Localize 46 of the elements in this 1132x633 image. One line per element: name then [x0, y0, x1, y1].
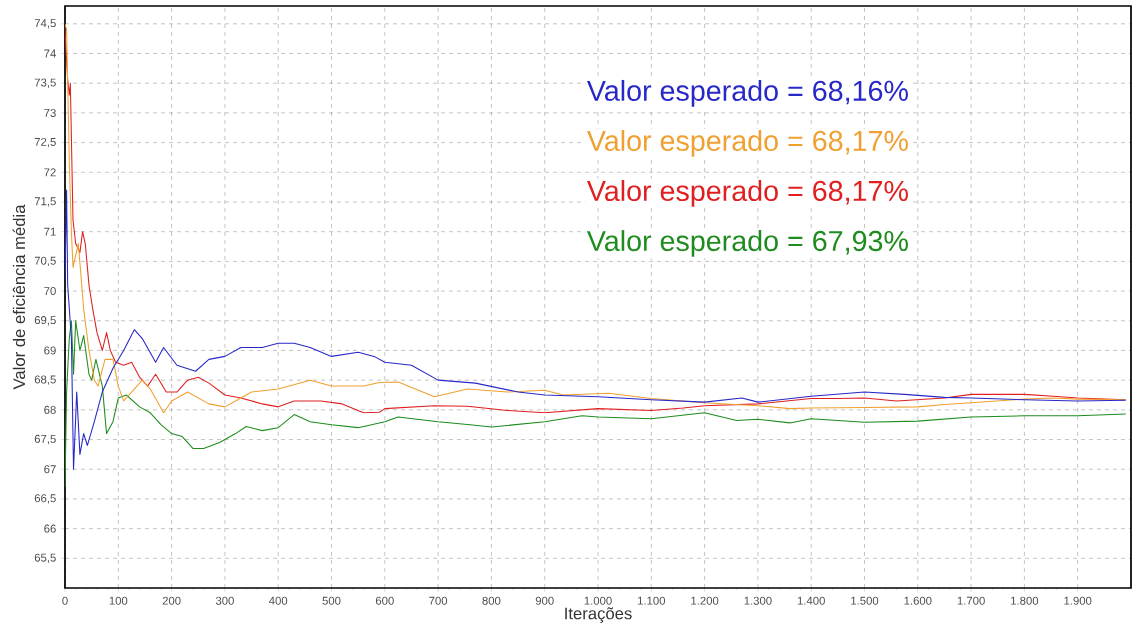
x-tick-label: 600 — [375, 596, 394, 605]
y-tick-label: 69,5 — [34, 316, 56, 326]
x-tick-label: 1.200 — [691, 596, 719, 605]
x-tick-label: 1.100 — [637, 596, 666, 605]
y-tick-label: 72,5 — [34, 137, 56, 148]
x-tick-label: 400 — [269, 596, 288, 605]
y-tick-label: 68,5 — [34, 375, 56, 385]
y-tick-label: 73,5 — [34, 78, 56, 88]
x-tick-label: 200 — [162, 596, 181, 605]
x-tick-label: 1.600 — [904, 596, 932, 605]
x-tick-label: 700 — [429, 596, 448, 605]
x-tick-label: 800 — [482, 596, 501, 605]
x-tick-label: 1.000 — [584, 596, 612, 605]
x-tick-label: 0 — [62, 596, 68, 605]
line-series — [65, 320, 1127, 488]
y-axis-title: Valor de eficiência média — [12, 204, 26, 390]
y-tick-label: 73 — [44, 108, 56, 117]
y-tick-label: 69 — [44, 346, 56, 355]
x-tick-label: 500 — [322, 596, 341, 605]
y-tick-label: 70,5 — [34, 256, 56, 267]
y-tick-label: 70 — [44, 287, 56, 296]
y-tick-label: 68 — [44, 405, 56, 414]
y-tick-label: 71 — [44, 227, 56, 236]
y-tick-label: 74,5 — [34, 19, 56, 29]
x-tick-label: 1.400 — [797, 596, 825, 605]
y-tick-label: 67 — [44, 465, 56, 474]
y-tick-label: 66 — [44, 524, 56, 533]
x-tick-label: 1.500 — [851, 596, 879, 605]
y-tick-label: 72 — [44, 168, 56, 177]
y-tick-label: 65,5 — [34, 553, 56, 563]
x-tick-label: 900 — [535, 596, 554, 605]
annotation: Valor esperado = 68,17% — [586, 180, 908, 207]
y-tick-label: 74 — [44, 49, 56, 58]
annotation: Valor esperado = 67,93% — [586, 230, 908, 257]
x-tick-label: 300 — [215, 596, 234, 605]
x-axis-title: Iterações — [565, 607, 632, 623]
x-tick-label: 1.900 — [1064, 596, 1092, 605]
y-tick-label: 71,5 — [34, 197, 56, 207]
annotation: Valor esperado = 68,17% — [586, 130, 908, 157]
x-tick-label: 1.800 — [1011, 596, 1039, 605]
y-tick-label: 66,5 — [34, 494, 56, 504]
x-tick-label: 100 — [109, 596, 128, 605]
annotation: Valor esperado = 68,16% — [586, 79, 908, 107]
x-tick-label: 1.700 — [957, 596, 985, 605]
x-tick-label: 1.300 — [744, 596, 772, 605]
y-tick-label: 67,5 — [34, 434, 56, 445]
